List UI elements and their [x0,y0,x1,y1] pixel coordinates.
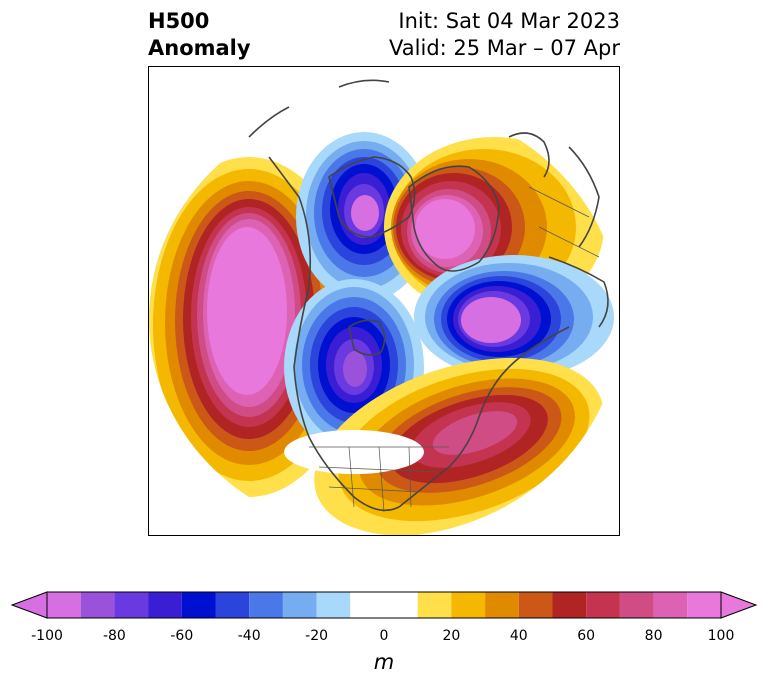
anomaly-map-svg [149,79,614,535]
valid-range-label: Valid: 25 Mar – 07 Apr [389,36,620,60]
colorbar-band [316,592,351,618]
colorbar-tick-label: 80 [644,628,663,644]
title-left: H500 Anomaly [148,8,251,62]
colorbar-tick-label: 60 [577,628,596,644]
colorbar-tick-label: 40 [509,628,528,644]
colorbar-tick-label: 20 [442,628,461,644]
colorbar-tick-label: -100 [31,628,63,644]
colorbar-band [215,592,250,618]
coastlines [248,79,609,512]
colorbar-band [148,592,182,618]
colorbar-band [417,592,452,618]
colorbar [10,591,758,619]
colorbar-outline [46,591,722,619]
colorbar-tick-label: -40 [237,628,261,644]
colorbar-tick-label: 100 [707,628,735,644]
colorbar-unit-label: m [373,650,395,674]
colorbar-tick-label: -80 [102,628,126,644]
political-borders [309,186,600,513]
init-date-label: Init: Sat 04 Mar 2023 [398,9,620,33]
title-right: Init: Sat 04 Mar 2023 Valid: 25 Mar – 07… [389,8,620,62]
colorbar-band [80,592,115,618]
colorbar-band [282,592,317,618]
colorbar-band [181,592,216,618]
colorbar-band [518,592,553,618]
colorbar-band [451,592,486,618]
colorbar-max-extend [720,591,758,619]
colorbar-min-extend [10,591,48,619]
colorbar-tick-label: 0 [379,628,389,644]
colorbar-band [653,592,688,618]
colorbar-band [350,592,418,618]
colorbar-band [619,592,654,618]
colorbar-band [47,592,81,618]
colorbar-band [586,592,620,618]
colorbar-band [249,592,283,618]
colorbar-band [552,592,587,618]
colorbar-band [485,592,519,618]
title-field-name: H500 [148,9,210,33]
anomaly-field [149,132,614,535]
colorbar-tick-label: -60 [170,628,194,644]
colorbar-band [114,592,149,618]
colorbar-band [687,592,721,618]
colorbar-tick-label: -20 [305,628,329,644]
title-field-type: Anomaly [148,36,251,60]
anomaly-map [148,66,620,536]
